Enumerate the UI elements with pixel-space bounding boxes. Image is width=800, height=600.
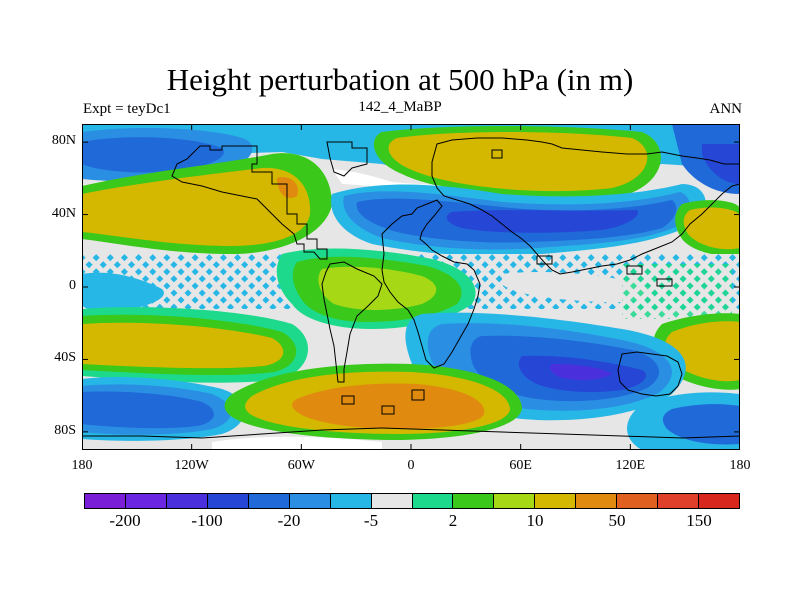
season-label: ANN: [709, 101, 743, 117]
field-white-bottom: [212, 436, 382, 450]
coast-australia: [617, 351, 683, 397]
colorbar-label: -100: [191, 511, 223, 530]
colorbar-label: 2: [448, 511, 458, 530]
field-yellow-sw: [82, 322, 284, 369]
y-tick-label: 80N: [51, 133, 76, 149]
colorbar-swatch: [125, 494, 167, 508]
colorbar-swatch: [535, 494, 577, 508]
field-indigo-south: [550, 364, 612, 381]
y-tick-label: 80S: [54, 422, 76, 438]
experiment-label: Expt = teyDc1: [83, 101, 171, 117]
colorbar-swatch: [494, 494, 536, 508]
colorbar-swatch: [658, 494, 700, 508]
colorbar-swatch: [371, 494, 413, 508]
coast-antarctica: [82, 427, 741, 439]
coast-island-7: [491, 149, 503, 159]
field-yellow-nw: [82, 167, 311, 246]
field-blue-southwest: [82, 391, 214, 429]
field-darkblue-eurasia: [446, 210, 638, 233]
coast-island-1: [536, 255, 553, 265]
colorbar-label: 150: [686, 511, 712, 530]
x-tick-label: 120E: [615, 458, 646, 473]
colorbar-swatch: [248, 494, 290, 508]
colorbar-label: -200: [109, 511, 141, 530]
colorbar-swatch: [85, 494, 126, 508]
x-tick-label: 0: [407, 458, 415, 473]
coast-north-america: [171, 145, 328, 260]
colorbar-swatch: [699, 494, 739, 508]
x-tick-label: 180: [729, 458, 751, 473]
field-stippled-green-east: [622, 264, 732, 319]
colorbar-label: 10: [526, 511, 544, 530]
field-darkblue-ne: [702, 144, 740, 184]
colorbar-swatch: [289, 494, 331, 508]
colorbar-label: 50: [608, 511, 626, 530]
y-tick-label: 40S: [54, 350, 76, 366]
coast-island-4: [341, 395, 355, 405]
x-tick-label: 180: [71, 458, 93, 473]
field-cyan-west-eq: [82, 272, 164, 312]
coast-greenland: [326, 141, 368, 177]
field-blue-southeast: [662, 404, 740, 445]
colorbar-swatch: [330, 494, 372, 508]
height-perturbation-map: [81, 124, 741, 450]
colorbar-swatch: [453, 494, 495, 508]
x-tick-label: 60E: [509, 458, 532, 473]
coast-asia: [431, 137, 741, 275]
coast-south-america: [321, 261, 383, 383]
colorbar-swatch: [617, 494, 659, 508]
colorbar-swatch: [576, 494, 618, 508]
field-yellow-n-central: [388, 132, 648, 192]
colorbar-label: -20: [277, 511, 301, 530]
field-white-eq-east: [502, 272, 650, 303]
coast-island-5: [381, 405, 395, 415]
colorbar: [84, 493, 740, 509]
map-panel: [81, 124, 741, 450]
y-tick-label: 40N: [51, 205, 76, 221]
period-label: 142_4_MaBP: [358, 99, 442, 115]
colorbar-swatch: [166, 494, 208, 508]
map-title: Height perturbation at 500 hPa (in m): [166, 62, 634, 97]
coast-africa: [381, 199, 481, 369]
field-blue-npac: [82, 137, 224, 173]
x-tick-label: 60W: [287, 458, 315, 473]
coast-island-6: [411, 389, 425, 401]
coast-island-2: [626, 265, 643, 275]
x-tick-label: 120W: [174, 458, 209, 473]
y-tick-label: 0: [69, 278, 76, 293]
colorbar-swatch: [207, 494, 249, 508]
colorbar-swatch: [412, 494, 454, 508]
field-lime-atlantic: [318, 266, 437, 310]
colorbar-label: -5: [363, 511, 379, 530]
coast-island-3: [656, 278, 673, 287]
coastlines: [82, 137, 741, 439]
